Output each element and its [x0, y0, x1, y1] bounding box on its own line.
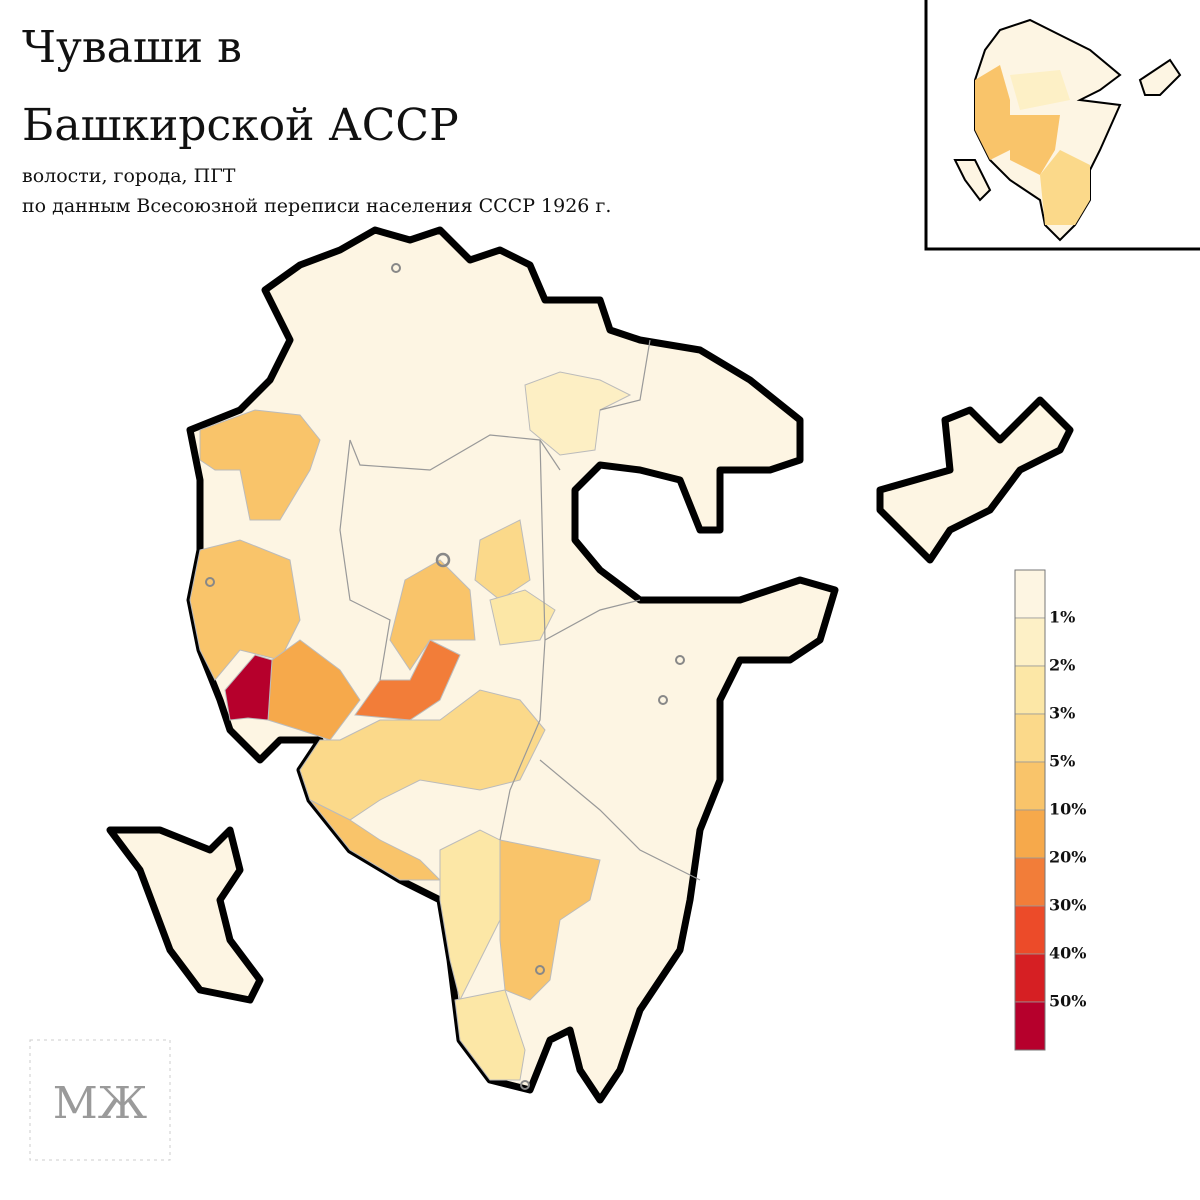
legend-label: 2% — [1049, 656, 1075, 675]
inset — [924, 0, 1200, 251]
legend: 1% 2% 3% 5% 10% 20% 30% 40% 50% — [1014, 569, 1086, 1051]
legend-label: 10% — [1049, 800, 1086, 819]
legend-label: 5% — [1049, 752, 1075, 771]
legend-swatch — [1014, 953, 1046, 1003]
logo: МЖ — [29, 1039, 171, 1161]
legend-swatch — [1014, 569, 1046, 619]
logo-text: МЖ — [53, 1078, 148, 1129]
legend-swatch — [1014, 857, 1046, 907]
legend-swatch — [1014, 713, 1046, 763]
legend-frame — [1014, 569, 1046, 1051]
subtitle-line: по данным Всесоюзной переписи населения … — [22, 195, 611, 217]
legend-swatch — [1014, 809, 1046, 859]
west-exclave — [106, 826, 264, 1004]
legend-label: 20% — [1049, 848, 1086, 867]
legend-swatch — [1014, 1001, 1046, 1051]
east-exclave — [876, 396, 1074, 564]
legend-label: 3% — [1049, 704, 1075, 723]
main-territory — [186, 226, 839, 1104]
legend-label: 30% — [1049, 896, 1086, 915]
legend-label: 1% — [1049, 608, 1075, 627]
legend-swatch — [1014, 761, 1046, 811]
title-line: Чуваши в — [22, 22, 242, 73]
title-line: Башкирской АССР — [22, 100, 459, 151]
legend-swatch — [1014, 905, 1046, 955]
legend-swatch — [1014, 665, 1046, 715]
subtitle-line: волости, города, ПГТ — [22, 165, 236, 187]
legend-label: 40% — [1049, 944, 1086, 963]
legend-swatch — [1014, 617, 1046, 667]
legend-label: 50% — [1049, 992, 1086, 1011]
